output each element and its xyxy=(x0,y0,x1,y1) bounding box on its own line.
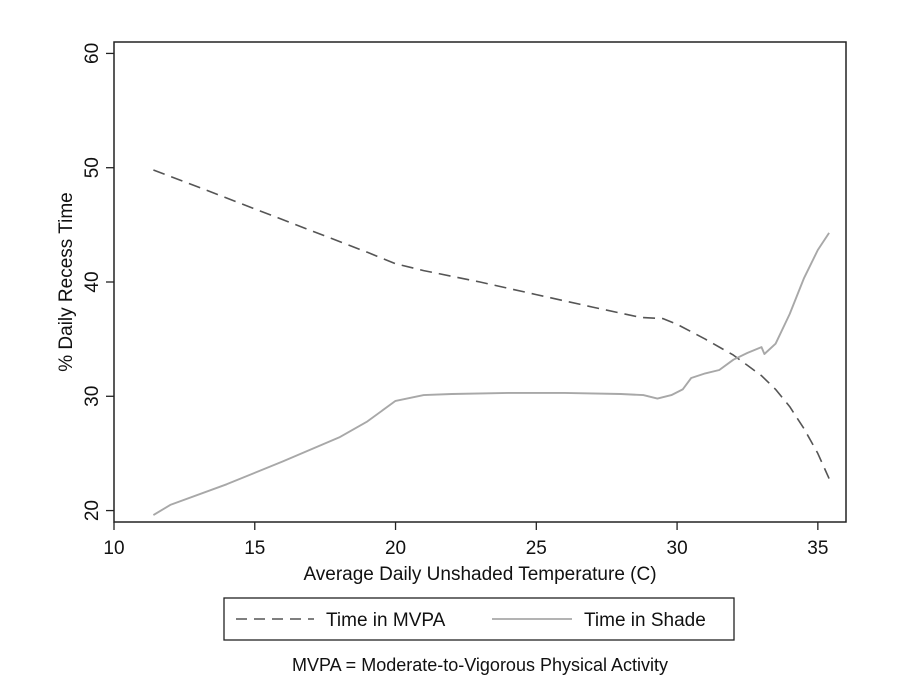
legend-label-mvpa: Time in MVPA xyxy=(326,610,446,631)
y-tick-label: 50 xyxy=(82,157,103,178)
x-tick-label: 10 xyxy=(103,538,124,559)
legend: Time in MVPA Time in Shade xyxy=(223,597,735,641)
x-tick-label: 20 xyxy=(385,538,406,559)
footnote: MVPA = Moderate-to-Vigorous Physical Act… xyxy=(292,655,668,675)
x-tick-label: 25 xyxy=(526,538,547,559)
y-axis-title: % Daily Recess Time xyxy=(56,192,77,372)
x-axis-title: Average Daily Unshaded Temperature (C) xyxy=(303,564,656,585)
x-tick-label: 30 xyxy=(667,538,688,559)
x-tick-label: 15 xyxy=(244,538,265,559)
legend-label-shade: Time in Shade xyxy=(584,610,706,631)
y-tick-label: 30 xyxy=(82,386,103,407)
y-tick-label: 20 xyxy=(82,500,103,521)
x-axis: 10 15 20 25 30 35 xyxy=(103,522,828,559)
y-tick-label: 40 xyxy=(82,271,103,292)
series-lines xyxy=(152,169,830,516)
y-tick-label: 60 xyxy=(82,43,103,64)
y-axis: 20 30 40 50 60 xyxy=(82,43,114,521)
series-line-mvpa xyxy=(153,169,830,479)
x-tick-label: 35 xyxy=(807,538,828,559)
series-line-shade xyxy=(152,232,830,516)
